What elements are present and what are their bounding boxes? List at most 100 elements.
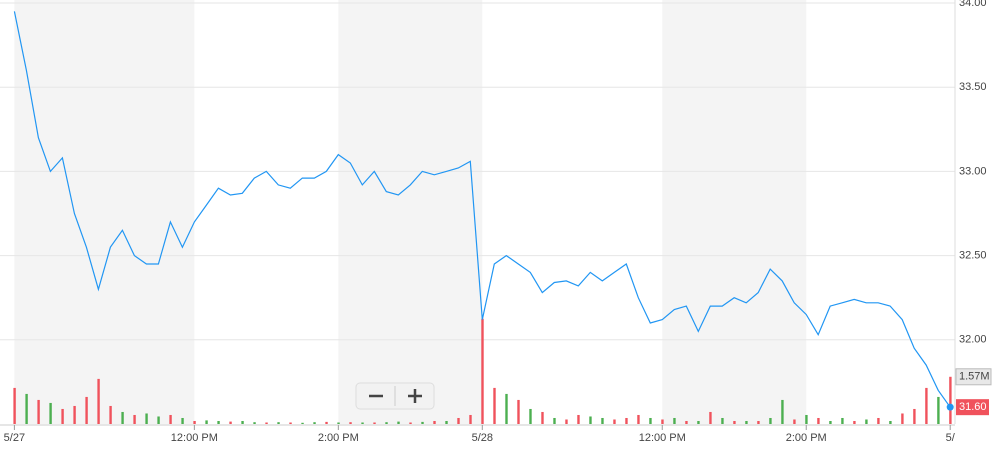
last-price-label: 31.60 — [959, 401, 987, 413]
volume-bar — [517, 399, 520, 424]
volume-bar — [601, 417, 604, 424]
volume-bar — [805, 414, 808, 424]
volume-bar — [937, 396, 940, 424]
volume-bar — [553, 417, 556, 424]
volume-bar — [121, 411, 124, 424]
volume-bar — [769, 417, 772, 424]
volume-bar — [541, 411, 544, 424]
volume-bar — [901, 413, 904, 424]
volume-bar — [505, 393, 508, 424]
volume-bar — [97, 378, 100, 424]
volume-bar — [445, 420, 448, 424]
volume-bar — [949, 376, 952, 424]
volume-bar — [877, 417, 880, 424]
volume-bar — [169, 414, 172, 424]
last-price-badge — [956, 399, 989, 416]
volume-bar — [889, 420, 892, 424]
volume-bar — [13, 387, 16, 424]
volume-bar — [661, 419, 664, 424]
session-shade — [14, 0, 195, 424]
volume-bar — [361, 422, 364, 424]
x-tick-label: 5/28 — [472, 432, 493, 444]
volume-bar — [313, 422, 316, 424]
volume-bar — [637, 414, 640, 424]
volume-bar — [193, 420, 196, 424]
volume-bar — [109, 405, 112, 424]
y-tick-label: 33.00 — [959, 165, 987, 177]
volume-bar — [397, 421, 400, 424]
volume-bar — [913, 408, 916, 424]
volume-bar — [205, 420, 208, 424]
volume-bar — [73, 405, 76, 424]
volume-bar — [829, 420, 832, 424]
volume-bar — [265, 422, 268, 424]
volume-bar — [37, 399, 40, 424]
volume-bar — [229, 421, 232, 424]
volume-bar — [421, 421, 424, 424]
volume-bar — [565, 419, 568, 424]
volume-tick-label: 1.57M — [959, 371, 990, 383]
volume-bar — [373, 422, 376, 424]
volume-bar — [157, 416, 160, 424]
volume-bar — [577, 414, 580, 424]
volume-bar — [409, 422, 412, 424]
x-tick-label: 12:00 PM — [171, 432, 218, 444]
volume-bar — [673, 417, 676, 424]
x-tick-label: 5/27 — [4, 432, 25, 444]
volume-bar — [697, 420, 700, 424]
x-tick-label: 2:00 PM — [318, 432, 359, 444]
volume-bar — [85, 396, 88, 424]
volume-bar — [925, 387, 928, 424]
volume-bar — [733, 420, 736, 424]
volume-bar — [865, 419, 868, 424]
volume-bar — [253, 422, 256, 424]
y-tick-label: 34.00 — [959, 0, 987, 9]
volume-bar — [457, 417, 460, 424]
volume-bar — [589, 416, 592, 424]
volume-bar — [433, 420, 436, 424]
volume-bar — [325, 421, 328, 424]
volume-bar — [289, 422, 292, 424]
volume-bar — [349, 422, 352, 424]
y-tick-label: 33.50 — [959, 81, 987, 93]
volume-bar — [781, 399, 784, 424]
volume-bar — [721, 417, 724, 424]
volume-bar — [181, 417, 184, 424]
volume-bar — [817, 417, 820, 424]
x-tick-label: 12:00 PM — [639, 432, 686, 444]
volume-bar — [301, 422, 304, 424]
volume-bar — [49, 402, 52, 424]
zoom-controls — [355, 382, 435, 410]
volume-bar — [529, 408, 532, 424]
volume-bar — [469, 414, 472, 424]
volume-bar — [613, 419, 616, 424]
volume-bar — [145, 413, 148, 424]
volume-bar — [853, 420, 856, 424]
volume-bar — [757, 420, 760, 424]
volume-bar — [217, 420, 220, 424]
y-tick-label: 32.50 — [959, 250, 987, 262]
volume-bar — [241, 420, 244, 424]
volume-bar — [493, 387, 496, 424]
volume-badge — [955, 368, 992, 386]
volume-bar — [133, 414, 136, 424]
session-shade — [662, 0, 807, 424]
volume-bar — [25, 393, 28, 424]
volume-bar — [61, 408, 64, 424]
volume-bar — [649, 417, 652, 424]
x-tick-label: 2:00 PM — [786, 432, 827, 444]
volume-bar — [793, 419, 796, 424]
last-point — [946, 403, 954, 411]
volume-bar — [385, 422, 388, 424]
volume-bar — [685, 420, 688, 424]
y-tick-label: 32.00 — [959, 334, 987, 346]
x-tick-label: 5/ — [946, 432, 956, 444]
volume-bar — [709, 411, 712, 424]
volume-bar — [625, 417, 628, 424]
volume-bar — [745, 420, 748, 424]
volume-bar — [841, 417, 844, 424]
volume-bar — [277, 422, 280, 424]
volume-bar — [337, 422, 340, 424]
